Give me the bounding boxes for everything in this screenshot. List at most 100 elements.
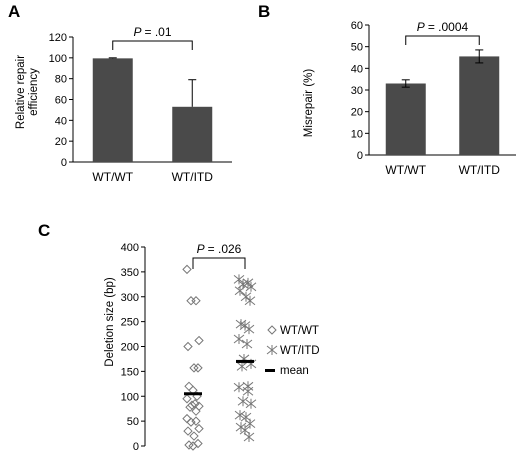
panel-c-mean-marker xyxy=(236,359,254,363)
panel-c-point-wtwt xyxy=(193,363,203,373)
panel-c-point-wtitd xyxy=(243,432,255,443)
panel-a-ylabel-line2: efficiency xyxy=(28,68,40,116)
legend-label-mean: mean xyxy=(280,365,309,377)
panel-a-p-number: = .01 xyxy=(144,25,171,39)
legend-item-mean: mean xyxy=(265,365,309,377)
panel-b-axes: 0 10 20 30 40 50 60 WT/WT WT/ITD xyxy=(351,20,516,177)
panel-c-point-wtwt xyxy=(194,423,204,434)
panel-a-p-value: P = .01 xyxy=(133,25,171,39)
panel-c-point-wtitd xyxy=(244,418,256,429)
panel-c-point-wtitd xyxy=(233,334,245,345)
panel-c-point-wtwt xyxy=(185,402,195,412)
panel-c-p-number: = .026 xyxy=(208,242,242,256)
panel-c-point-wtitd xyxy=(242,386,254,397)
panel-c-ytick-label: 0 xyxy=(133,441,139,451)
panel-a-axes: 0 20 40 60 80 100 120 WT/WT WT/ITD xyxy=(49,32,232,184)
panel-a-bars xyxy=(92,57,213,162)
panel-c-ylabel: Deletion size (bp) xyxy=(104,277,116,367)
panel-b-p-number: = .0004 xyxy=(428,20,469,34)
panel-b-p-value: P = .0004 xyxy=(417,20,469,34)
legend-label-wtwt: WT/WT xyxy=(280,325,319,337)
panel-c-ytick-label: 200 xyxy=(121,342,139,354)
panel-c-point-wtitd xyxy=(245,281,257,292)
panel-c-point-wtwt xyxy=(183,341,193,352)
diamond-marker-icon xyxy=(267,325,277,335)
panel-c-p-symbol: P xyxy=(197,242,205,256)
panel-c-point-wtwt xyxy=(184,440,194,450)
panel-b-category-label: WT/ITD xyxy=(459,163,501,177)
panel-b-bars xyxy=(385,49,500,155)
panel-b-ytick-label: 60 xyxy=(351,20,363,32)
panel-b-bar xyxy=(385,83,426,155)
panel-c-ytick-label: 250 xyxy=(121,317,139,329)
panel-a-bar xyxy=(172,106,213,162)
panel-a-bracket xyxy=(112,40,193,50)
panel-c-ytick-label: 300 xyxy=(121,292,139,304)
panel-b-bar xyxy=(459,56,500,155)
panel-c-point-wtitd xyxy=(243,324,255,335)
panel-b-category-label: WT/WT xyxy=(385,163,426,177)
panel-b-significance: P = .0004 xyxy=(405,20,480,45)
panel-a-ytick-label: 40 xyxy=(55,115,67,127)
panel-a-ytick-label: 0 xyxy=(61,157,67,169)
panel-label-c: C xyxy=(38,221,50,240)
panel-a-category-label: WT/WT xyxy=(92,170,133,184)
panel-a-ytick-label: 120 xyxy=(49,32,67,44)
mean-marker-icon xyxy=(265,369,275,372)
panel-a-p-symbol: P xyxy=(133,25,141,39)
panel-a-ylabel: Relative repair efficiency xyxy=(15,55,40,129)
panel-c-point-wtwt xyxy=(191,296,201,306)
panel-c-ytick-label: 150 xyxy=(121,366,139,378)
panel-c-point-wtitd xyxy=(241,339,253,350)
panel-a-ytick-label: 20 xyxy=(55,136,67,148)
panel-label-a: A xyxy=(8,2,20,21)
panel-c-point-wtwt xyxy=(189,363,199,373)
panel-c-axes: 0 50 100 150 200 250 300 350 400 xyxy=(121,242,146,451)
panel-c-mean-marker xyxy=(184,392,202,396)
panel-b-ytick-label: 10 xyxy=(351,128,363,140)
panel-a-bar xyxy=(92,58,133,162)
panel-c-point-wtitd xyxy=(233,274,245,285)
panel-c-point-wtitd xyxy=(233,382,245,393)
panel-c-point-wtwt xyxy=(186,296,196,306)
panel-b-ytick-label: 20 xyxy=(351,107,363,119)
panel-a-ylabel-line1: Relative repair xyxy=(15,55,27,129)
panel-c-point-wtwt xyxy=(184,381,194,392)
panel-c-point-wtwt xyxy=(188,441,198,451)
panel-c-point-wtwt xyxy=(182,264,192,275)
panel-c-significance: P = .026 xyxy=(192,242,246,269)
panel-c-legend: WT/WT WT/ITD mean xyxy=(265,325,320,377)
panel-a-ytick-label: 60 xyxy=(55,95,67,107)
panel-b-ytick-label: 30 xyxy=(351,85,363,97)
panel-c-ytick-label: 100 xyxy=(121,391,139,403)
panel-c-point-wtwt xyxy=(189,431,199,441)
panel-label-b: B xyxy=(258,2,270,21)
panel-c-bracket xyxy=(192,257,246,269)
panel-c-point-wtitd xyxy=(234,410,246,421)
panel-b-ytick-label: 0 xyxy=(357,150,363,162)
panel-c-point-wtitd xyxy=(245,398,257,409)
legend-item-wtwt: WT/WT xyxy=(267,325,319,337)
panel-a-category-label: WT/ITD xyxy=(172,170,214,184)
panel-c-point-wtwt xyxy=(193,438,203,449)
panel-b-p-symbol: P xyxy=(417,20,425,34)
panel-b-ylabel: Misrepair (%) xyxy=(303,69,315,138)
panel-c-point-wtwt xyxy=(191,406,201,416)
legend-label-wtitd: WT/ITD xyxy=(280,345,320,357)
panel-a-ytick-label: 100 xyxy=(49,53,67,65)
panel-c-ytick-label: 400 xyxy=(121,242,139,254)
panel-c-ytick-label: 50 xyxy=(127,416,139,428)
panel-b-ytick-label: 50 xyxy=(351,42,363,54)
panel-a-ytick-label: 80 xyxy=(55,74,67,86)
panel-c-point-wtitd xyxy=(237,396,249,407)
panel-c-point-wtitd xyxy=(236,361,248,372)
panel-c-point-wtitd xyxy=(244,295,256,306)
panel-b-bracket xyxy=(405,35,480,45)
asterisk-marker-icon xyxy=(266,345,278,355)
panel-a-significance: P = .01 xyxy=(112,25,193,50)
panel-c-point-wtwt xyxy=(186,417,196,427)
panel-b-ytick-label: 40 xyxy=(351,63,363,75)
panel-c-ytick-label: 350 xyxy=(121,267,139,279)
panel-c-point-wtwt xyxy=(182,394,192,404)
